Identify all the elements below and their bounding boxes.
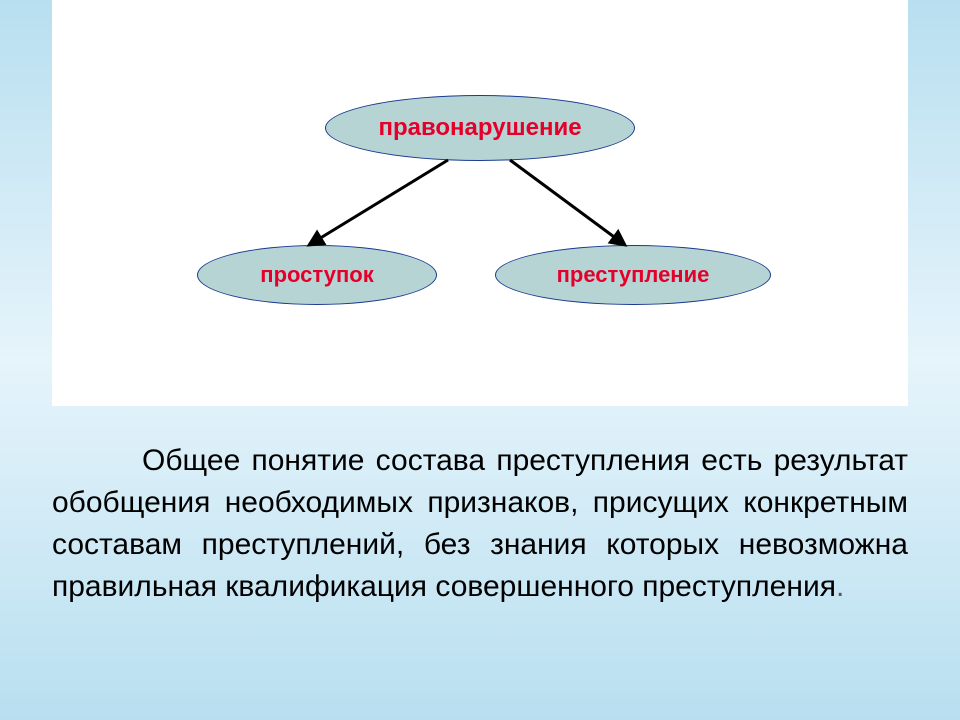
edges-svg xyxy=(0,0,960,720)
body-text: Общее понятие состава преступления есть … xyxy=(52,440,908,608)
edge-root-right xyxy=(510,160,625,245)
body-text-indent xyxy=(52,444,142,477)
slide: правонарушение проступок преступление Об… xyxy=(0,0,960,720)
body-text-period: . xyxy=(836,570,844,603)
body-text-content: Общее понятие состава преступления есть … xyxy=(52,444,908,603)
edge-root-left xyxy=(309,160,448,245)
